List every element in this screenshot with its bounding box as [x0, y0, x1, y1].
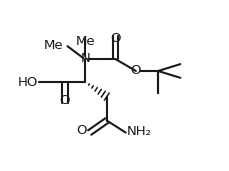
Text: Me: Me — [44, 39, 63, 52]
Text: NH₂: NH₂ — [126, 125, 151, 138]
Text: O: O — [76, 124, 86, 137]
Text: O: O — [110, 32, 121, 45]
Text: O: O — [60, 94, 70, 107]
Text: O: O — [131, 64, 141, 77]
Text: N: N — [81, 52, 90, 65]
Text: HO: HO — [18, 76, 38, 89]
Text: Me: Me — [76, 35, 95, 48]
